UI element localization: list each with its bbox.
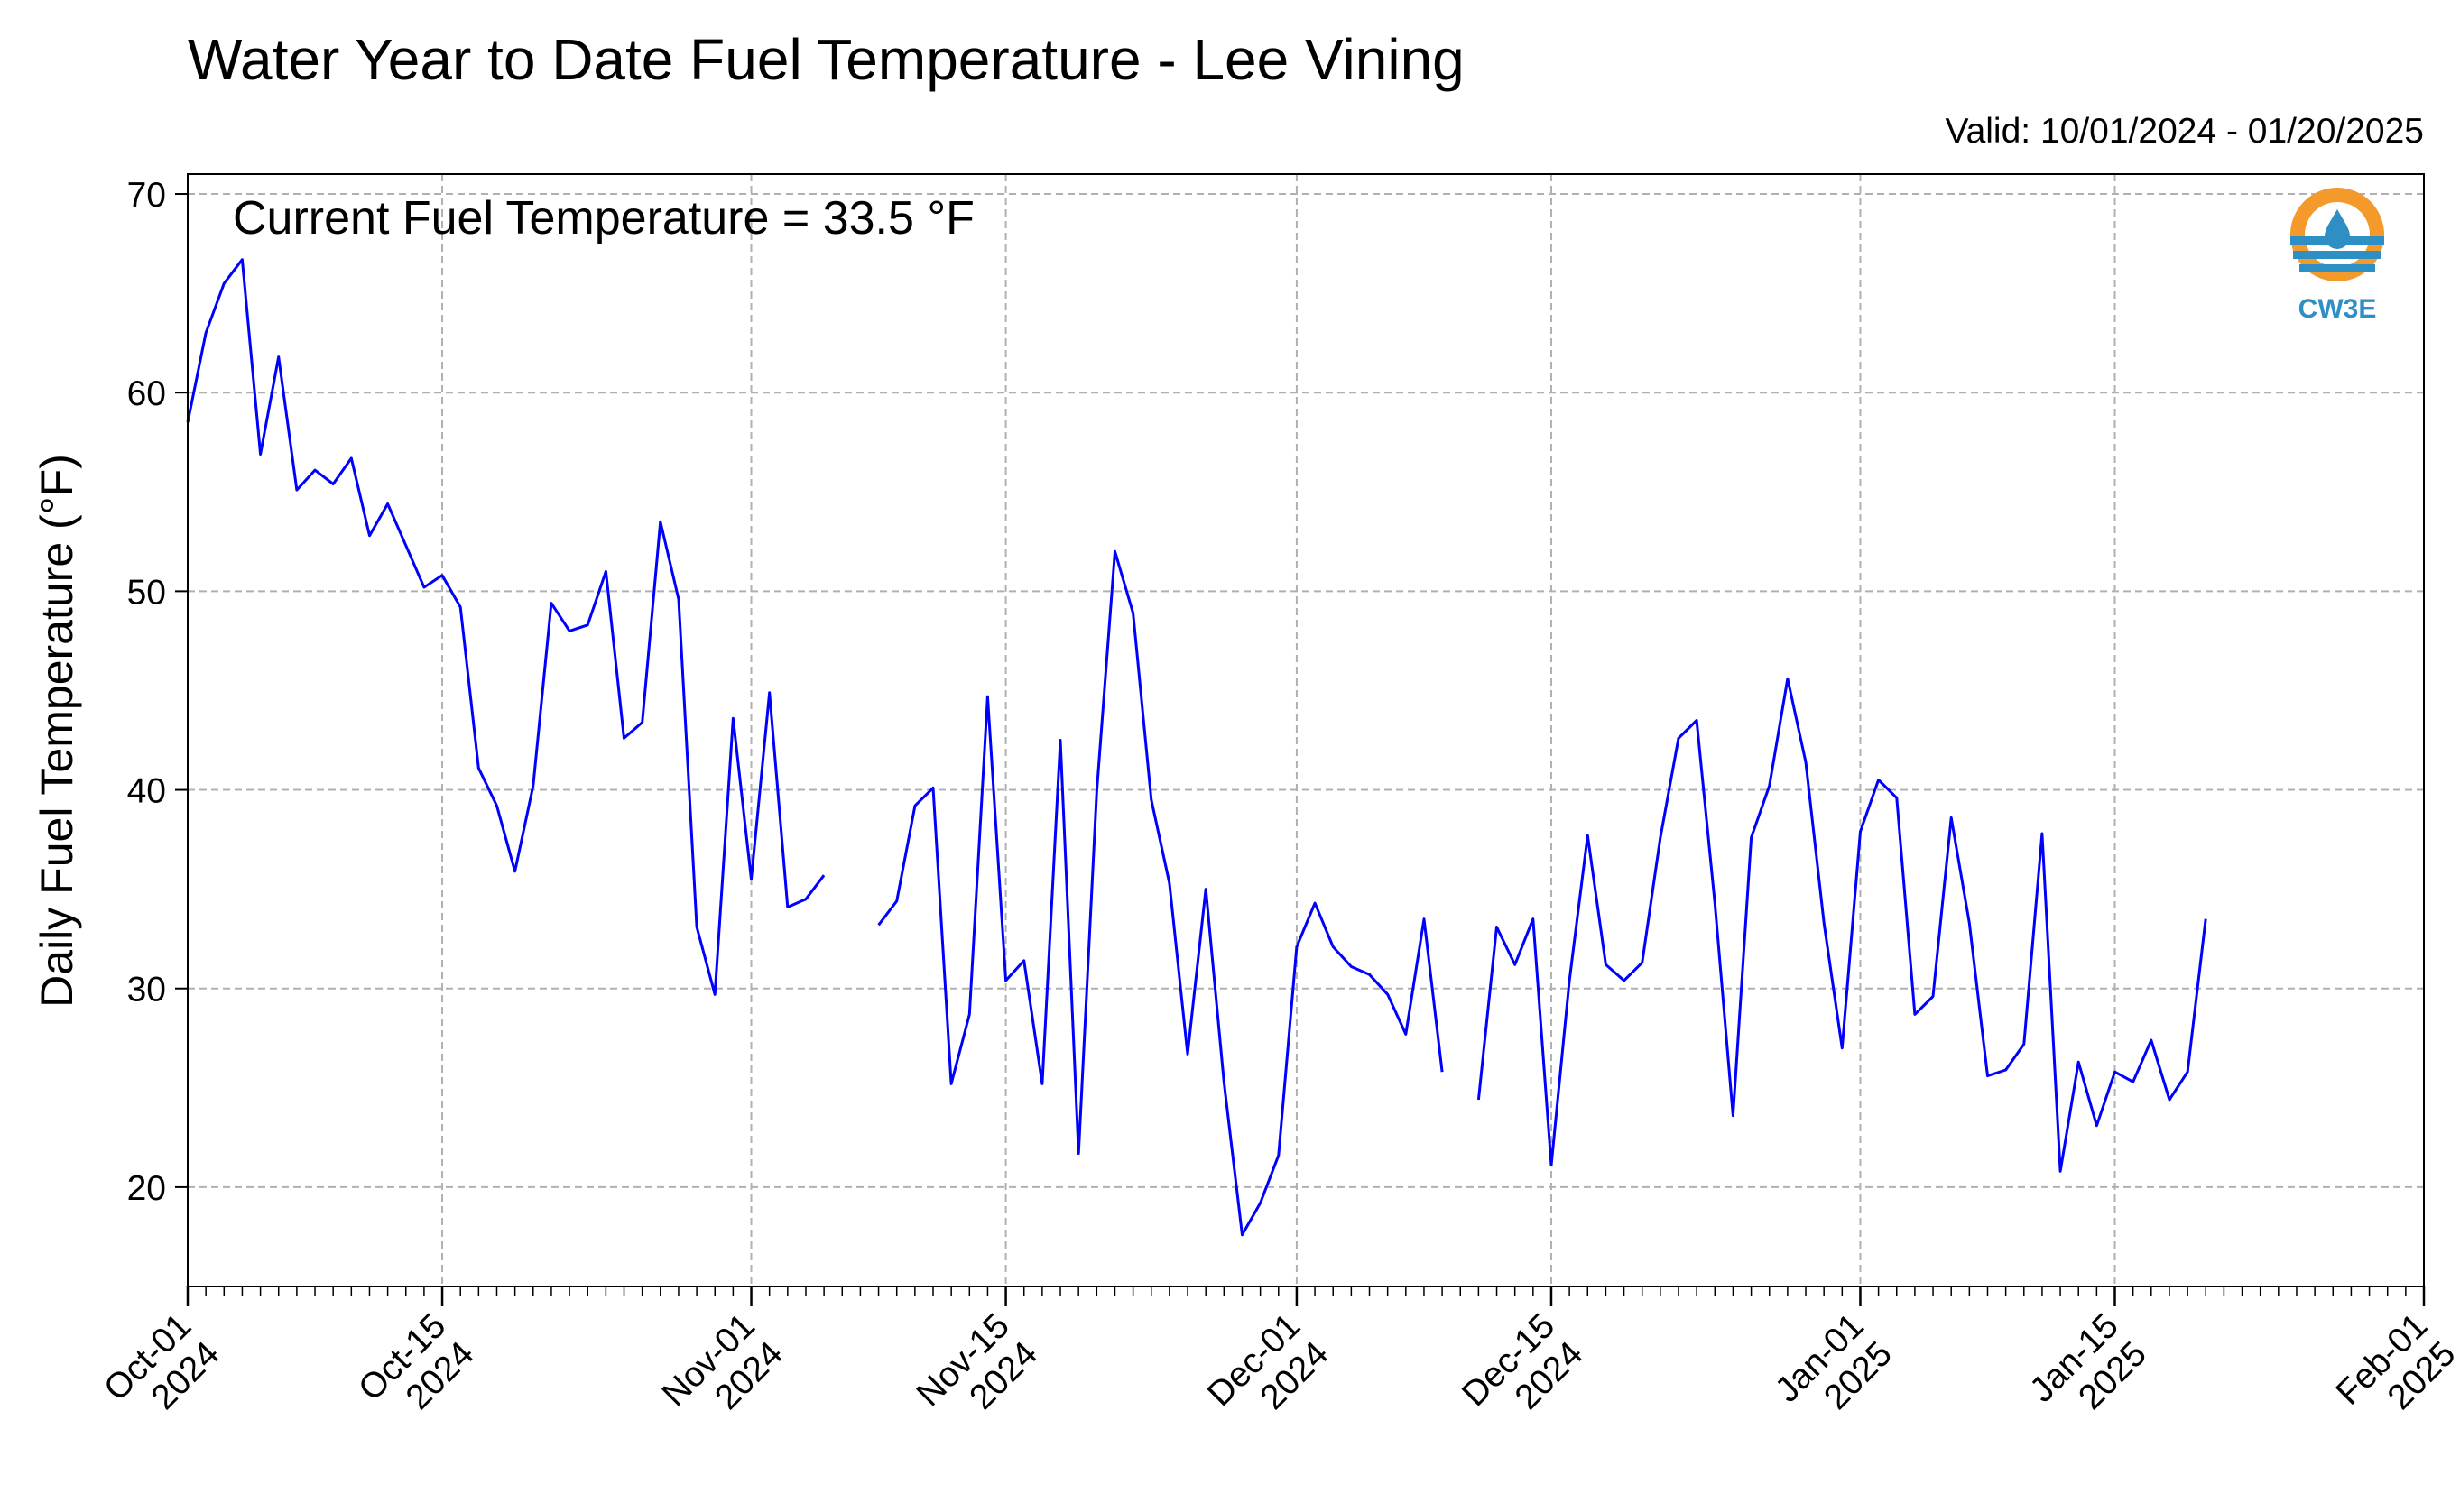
x-tick-label: Feb-012025 xyxy=(2329,1306,2460,1441)
x-tick-label: Dec-012024 xyxy=(1200,1306,1336,1442)
plot-frame xyxy=(187,173,2425,1287)
y-axis-label: Daily Fuel Temperature (°F) xyxy=(32,454,82,1008)
x-tick-label: Oct-152024 xyxy=(351,1306,481,1436)
series-line xyxy=(186,258,826,996)
y-tick-label: 40 xyxy=(127,772,166,811)
chart-title: Water Year to Date Fuel Temperature - Le… xyxy=(188,27,1465,92)
x-tick-label: Nov-012024 xyxy=(655,1306,791,1442)
grid xyxy=(187,174,2425,1286)
logo-text: CW3E xyxy=(2298,294,2377,324)
valid-date-range: Valid: 10/01/2024 - 01/20/2025 xyxy=(1945,112,2424,151)
logo-waves xyxy=(2290,236,2384,272)
x-tick-label: Oct-012024 xyxy=(97,1306,227,1436)
y-tick-label: 70 xyxy=(127,176,166,215)
series-line xyxy=(1476,677,2207,1173)
x-tick-label: Nov-152024 xyxy=(910,1306,1045,1442)
y-tick-label: 60 xyxy=(127,374,166,413)
y-tick-label: 20 xyxy=(127,1169,166,1208)
data-series xyxy=(186,258,2207,1237)
y-tick-label: 50 xyxy=(127,573,166,612)
x-tick-label: Jan-012025 xyxy=(1768,1306,1900,1438)
water-drop-icon xyxy=(2325,209,2350,249)
x-tick-label: Dec-152024 xyxy=(1455,1306,1590,1442)
series-line xyxy=(877,549,1444,1237)
current-fuel-temperature: Current Fuel Temperature = 33.5 °F xyxy=(233,192,975,244)
y-tick-label: 30 xyxy=(127,971,166,1010)
x-tick-label: Jan-152025 xyxy=(2022,1306,2154,1438)
cw3e-logo: CW3E xyxy=(2290,188,2384,324)
axes: 20 30 40 50 60 70 Oct-012024 Oct-152024 Nov-0120… xyxy=(97,176,2460,1442)
